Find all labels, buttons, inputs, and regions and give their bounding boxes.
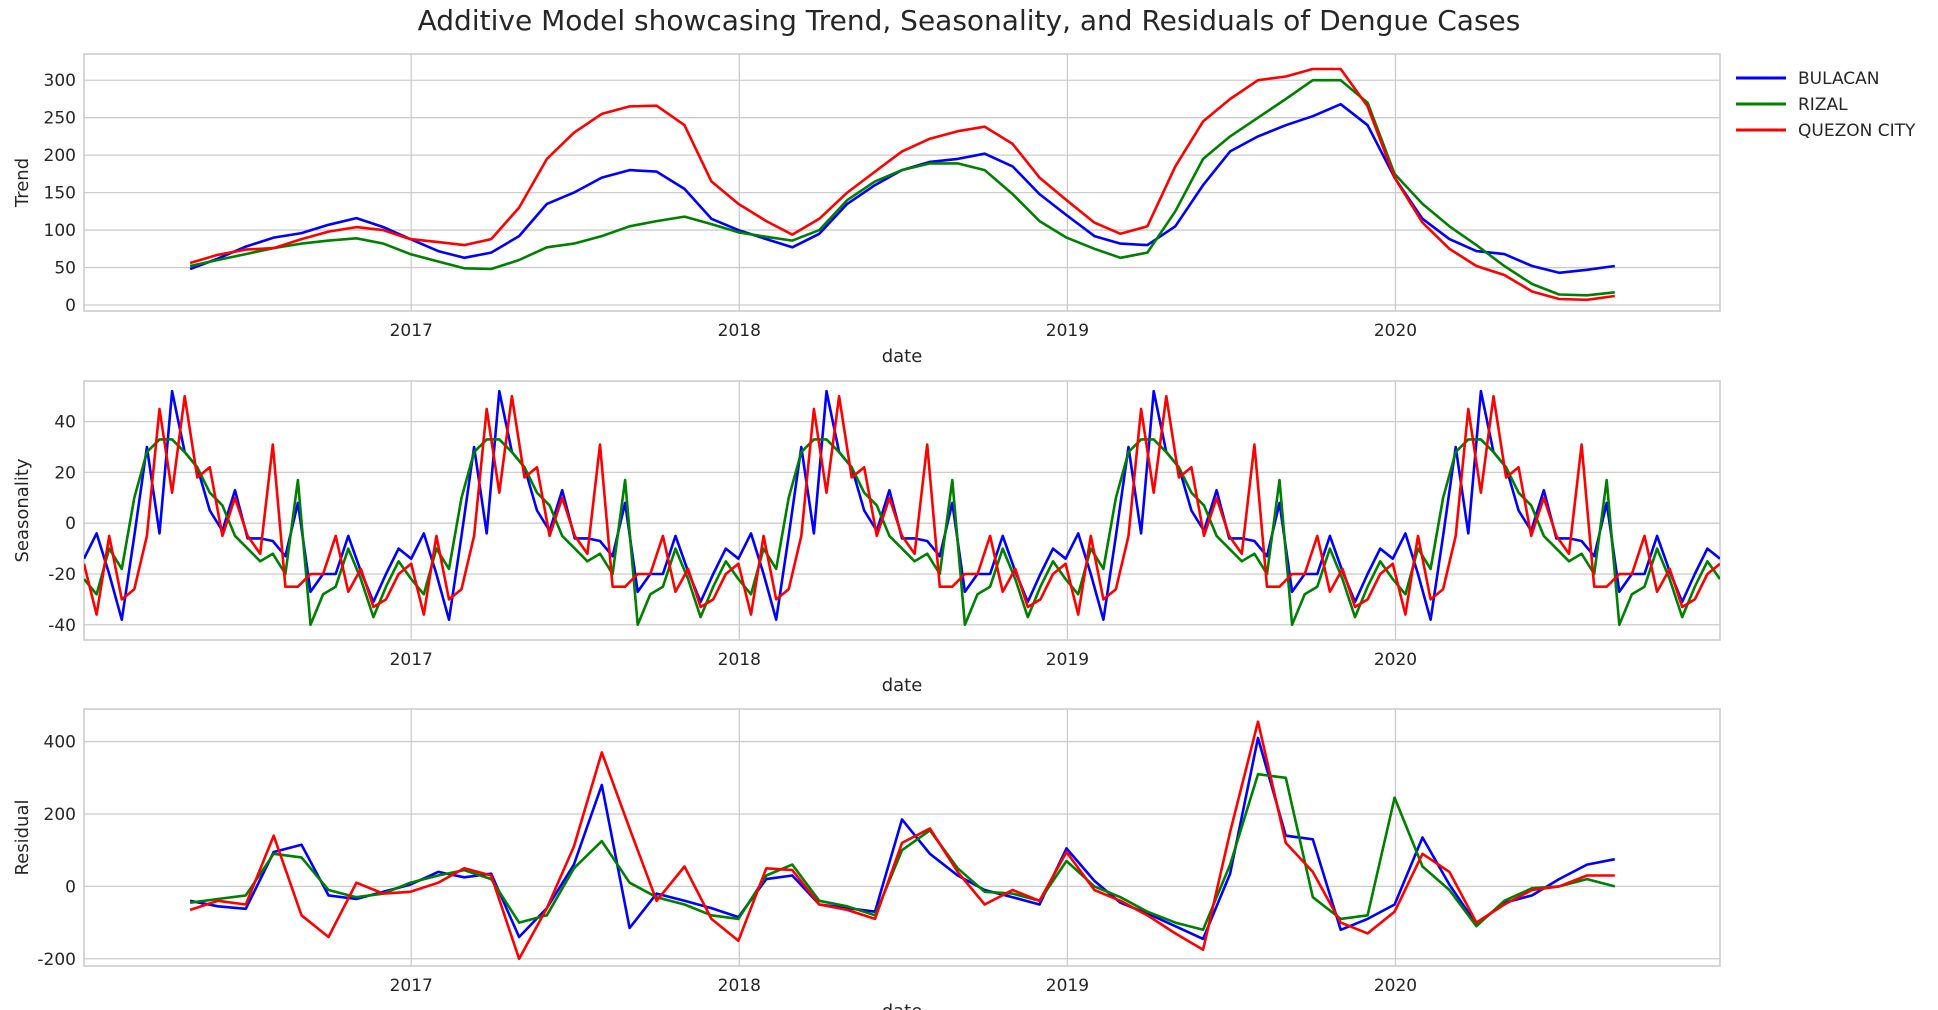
x-tick-label: 2017 <box>390 650 433 670</box>
y-tick-label: 0 <box>65 877 76 897</box>
y-tick-label: 150 <box>44 184 76 204</box>
y-tick-label: 300 <box>44 71 76 91</box>
panel-residual: -200 0 200 400 2017 2018 2019 2020 date Residual <box>12 708 1721 1010</box>
x-axis-label: date <box>882 346 923 367</box>
x-axis-label: date <box>882 1001 923 1010</box>
y-tick-label: 0 <box>65 296 76 316</box>
series-line-quezon-city <box>189 67 1615 302</box>
y-tick-label: 200 <box>44 146 76 166</box>
series-line-rizal <box>84 438 1720 627</box>
series-line-bulacan <box>189 736 1616 941</box>
panel-seasonality: -40 -20 0 20 40 2017 2018 2019 2020 date Seasonali… <box>12 380 1721 696</box>
x-tick-label: 2018 <box>718 321 761 341</box>
legend-label: QUEZON CITY <box>1798 121 1916 141</box>
y-tick-label: -200 <box>37 950 76 970</box>
y-axis-label: Trend <box>12 158 33 208</box>
plot-frame <box>83 708 1721 967</box>
x-tick-label: 2020 <box>1374 650 1417 670</box>
legend-label: RIZAL <box>1798 95 1848 115</box>
series-line-bulacan <box>84 389 1720 621</box>
y-axis-label: Seasonality <box>12 458 33 562</box>
x-tick-label: 2019 <box>1046 321 1089 341</box>
y-axis-label: Residual <box>12 799 33 875</box>
series-line-rizal <box>189 78 1615 297</box>
legend-label: BULACAN <box>1798 69 1880 89</box>
y-tick-label: 100 <box>44 221 76 241</box>
y-tick-label: -20 <box>48 565 76 585</box>
figure-title: Additive Model showcasing Trend, Seasona… <box>418 4 1521 37</box>
y-tick-label: 20 <box>54 463 76 483</box>
series-line-quezon-city <box>189 720 1615 961</box>
y-tick-label: 250 <box>44 109 76 129</box>
panel-trend: 0 50 100 150 200 250 300 2017 2018 2019 2020 date Tr… <box>12 53 1721 367</box>
series-line-rizal <box>189 772 1616 932</box>
x-tick-label: 2019 <box>1046 976 1089 996</box>
series-line-quezon-city <box>84 394 1720 616</box>
x-tick-label: 2019 <box>1046 650 1089 670</box>
x-tick-label: 2017 <box>390 321 433 341</box>
x-tick-label: 2020 <box>1374 321 1417 341</box>
plot-frame <box>83 53 1721 312</box>
y-tick-label: 40 <box>54 413 76 433</box>
x-tick-label: 2017 <box>390 976 433 996</box>
x-tick-label: 2020 <box>1374 976 1417 996</box>
y-tick-label: 0 <box>65 514 76 534</box>
x-tick-label: 2018 <box>718 976 761 996</box>
x-tick-label: 2018 <box>718 650 761 670</box>
legend: BULACAN RIZAL QUEZON CITY <box>1736 69 1916 141</box>
y-tick-label: -40 <box>48 616 76 636</box>
y-tick-label: 400 <box>44 733 76 753</box>
plot-frame <box>83 380 1721 641</box>
x-axis-label: date <box>882 675 923 696</box>
y-tick-label: 200 <box>44 805 76 825</box>
y-tick-label: 50 <box>54 259 76 279</box>
